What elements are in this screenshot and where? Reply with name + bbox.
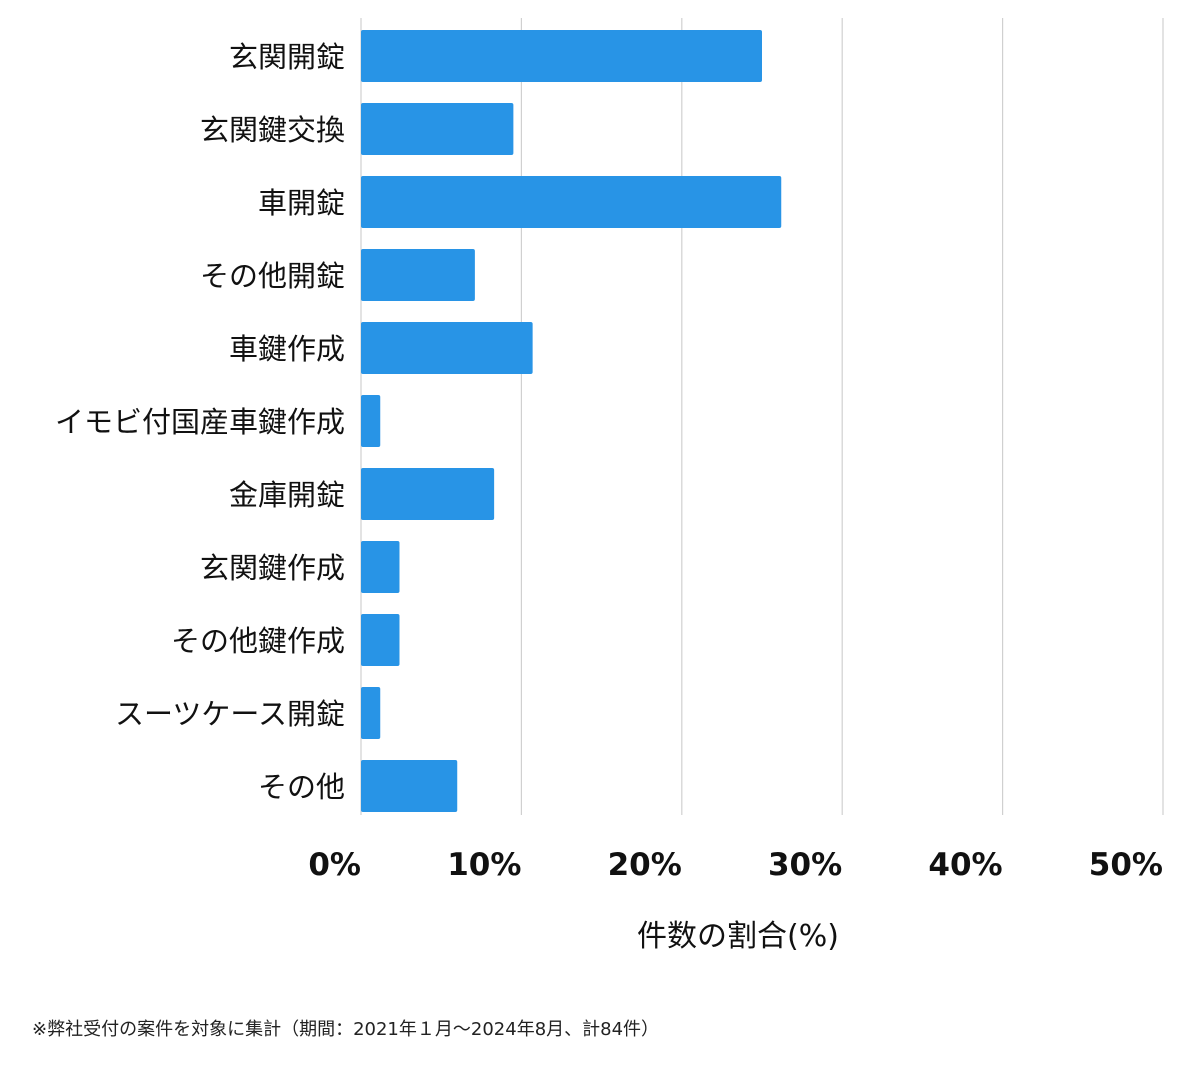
category-label: その他	[258, 770, 345, 804]
bar	[361, 103, 514, 155]
bar	[361, 760, 458, 812]
bar	[361, 395, 381, 447]
bar	[361, 468, 495, 520]
category-label: 車鍵作成	[229, 332, 345, 366]
grid-layer	[360, 18, 1164, 815]
category-label: 玄関鍵交換	[200, 113, 345, 147]
bar	[361, 249, 475, 301]
category-label: スーツケース開錠	[115, 697, 345, 731]
category-label: 車開錠	[258, 186, 345, 220]
x-axis-title: 件数の割合(%)	[637, 919, 839, 954]
x-tick-label: 50%	[1089, 847, 1163, 883]
x-tick-label: 10%	[447, 847, 521, 883]
bar	[361, 614, 400, 666]
chart-svg: 玄関開錠玄関鍵交換車開錠その他開錠車鍵作成イモビ付国産車鍵作成金庫開錠玄関鍵作成…	[55, 18, 1164, 954]
x-tick-label: 30%	[768, 847, 842, 883]
bar	[361, 176, 782, 228]
category-label: その他鍵作成	[171, 624, 345, 658]
category-label: イモビ付国産車鍵作成	[55, 405, 345, 439]
bar	[361, 687, 381, 739]
bar	[361, 541, 400, 593]
category-label: 玄関開錠	[229, 40, 345, 74]
category-label: 金庫開錠	[229, 478, 345, 512]
bar	[361, 30, 762, 82]
footnote: ※弊社受付の案件を対象に集計（期間：2021年１月〜2024年8月、計84件）	[32, 1019, 660, 1040]
bar	[361, 322, 533, 374]
x-tick-label: 20%	[608, 847, 682, 883]
category-label: その他開錠	[200, 259, 345, 293]
x-tick-label: 40%	[928, 847, 1002, 883]
bar-layer	[361, 30, 782, 812]
x-tick-label: 0%	[308, 847, 361, 883]
category-label-layer: 玄関開錠玄関鍵交換車開錠その他開錠車鍵作成イモビ付国産車鍵作成金庫開錠玄関鍵作成…	[55, 40, 345, 804]
category-label: 玄関鍵作成	[200, 551, 345, 585]
tick-label-layer: 0% 10% 20% 30% 40% 50%	[308, 847, 1163, 883]
